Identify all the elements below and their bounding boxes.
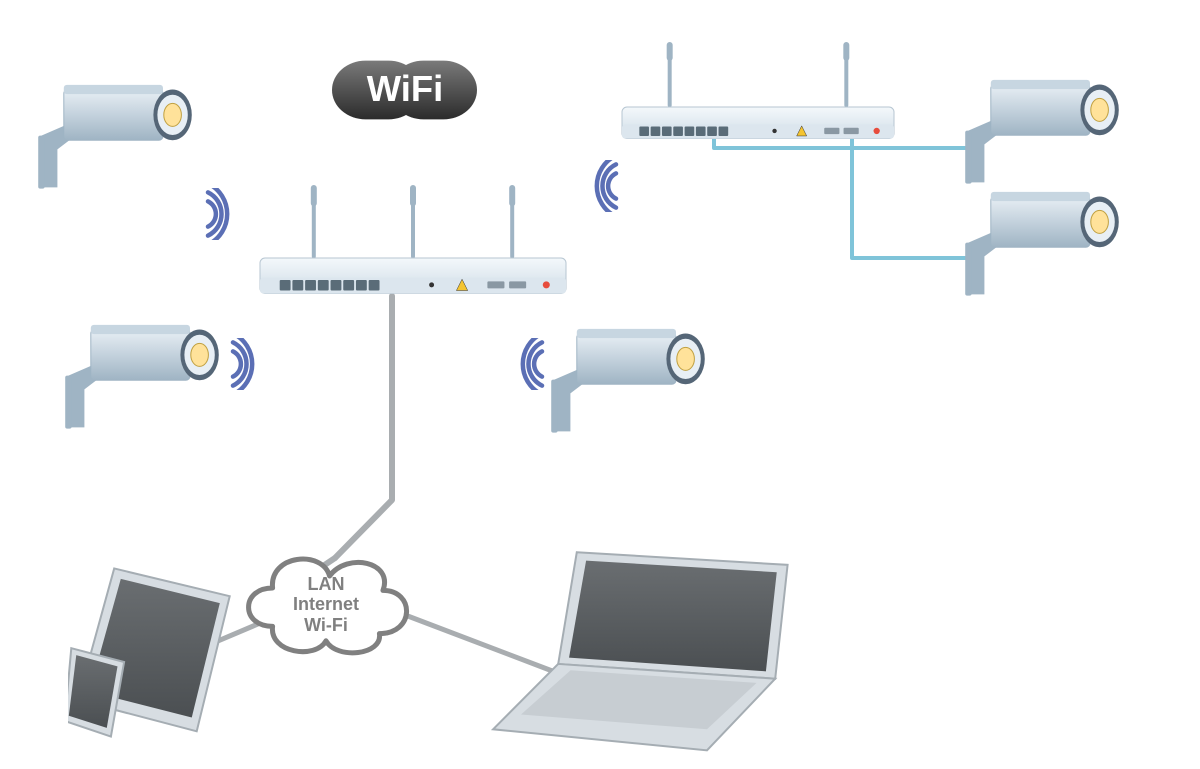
wifi-logo-icon: WiFi bbox=[330, 55, 480, 125]
camera-cam_tr bbox=[962, 73, 1122, 188]
camera-icon bbox=[962, 185, 1122, 300]
camera-icon bbox=[962, 73, 1122, 188]
wifi-signal-icon bbox=[200, 188, 252, 240]
tablet-phone-icon bbox=[68, 565, 233, 738]
camera-cam_tl bbox=[35, 78, 195, 193]
camera-icon bbox=[35, 78, 195, 193]
wifi-signal bbox=[498, 338, 550, 390]
router-router_wifi bbox=[258, 185, 568, 303]
router-icon bbox=[620, 42, 896, 147]
cloud-label: LANInternetWi-Fi bbox=[266, 574, 386, 636]
cloud-label-line: Wi-Fi bbox=[266, 615, 386, 636]
wifi-signal bbox=[200, 188, 252, 240]
connection-line bbox=[335, 296, 392, 558]
camera-cam_mr bbox=[962, 185, 1122, 300]
tablet-phone bbox=[68, 565, 233, 738]
wifi-logo: WiFi bbox=[330, 55, 480, 125]
wifi-signal bbox=[225, 338, 277, 390]
camera-icon bbox=[548, 322, 708, 437]
wifi-signal bbox=[572, 160, 624, 212]
cloud-label-line: LAN bbox=[266, 574, 386, 595]
router-router_wired bbox=[620, 42, 896, 147]
cloud-label-line: Internet bbox=[266, 594, 386, 615]
laptop-icon bbox=[490, 548, 800, 759]
laptop bbox=[490, 548, 800, 759]
wifi-signal-icon bbox=[225, 338, 277, 390]
camera-cam_mc bbox=[548, 322, 708, 437]
camera-icon bbox=[62, 318, 222, 433]
wifi-logo-text: WiFi bbox=[367, 68, 443, 109]
camera-cam_ml bbox=[62, 318, 222, 433]
wifi-signal-icon bbox=[572, 160, 624, 212]
wifi-signal-icon bbox=[498, 338, 550, 390]
router-icon bbox=[258, 185, 568, 303]
